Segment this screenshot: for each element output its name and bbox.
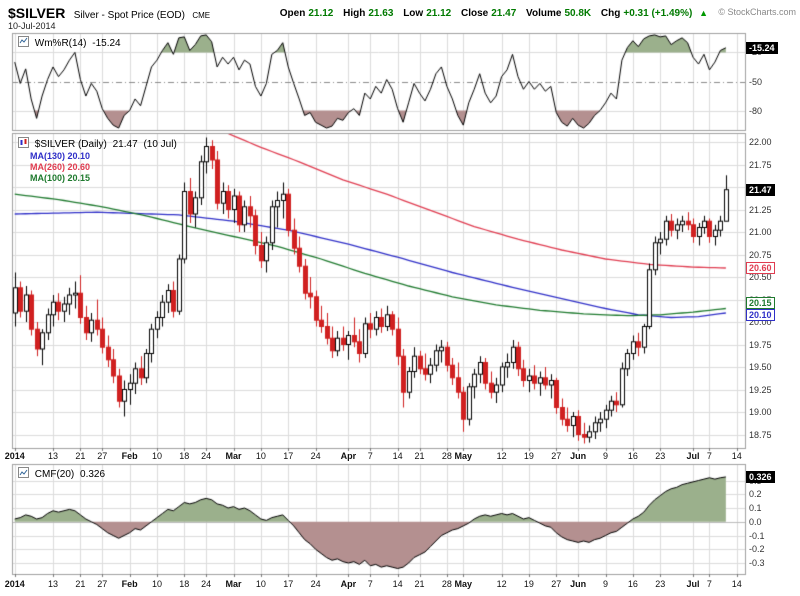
chart-date: 10-Jul-2014 (8, 21, 56, 31)
ma100-value: 20.15 (67, 173, 91, 183)
high-value: 21.63 (368, 8, 394, 19)
price-panel-chart-icon (18, 137, 29, 148)
ma130-legend: MA(130) 20.10 (30, 151, 90, 161)
high-label: High (343, 8, 366, 19)
chg-value: +0.31 (+1.49%) (623, 8, 693, 19)
price-panel (12, 133, 745, 448)
open-value: 21.12 (308, 8, 334, 19)
chg-label: Chg (600, 8, 621, 19)
close-label: Close (461, 8, 489, 19)
cmf-last-value: 0.326 (80, 469, 106, 480)
symbol: $SILVER (8, 5, 66, 21)
wmr-panel-chart-icon (18, 36, 29, 47)
cmf-panel-chart-icon (18, 467, 29, 478)
low-label: Low (403, 8, 424, 19)
volume-label: Volume (526, 8, 562, 19)
wmr-last-value: -15.24 (92, 38, 121, 49)
wmr-title: Wm%R(14) (34, 38, 87, 49)
wmr-legend: Wm%R(14) -15.24 (18, 36, 121, 49)
price-legend: $SILVER (Daily) 21.47 (10 Jul) (18, 137, 177, 150)
chg-up-arrow-icon: ▲ (699, 8, 708, 18)
price-last-date: (10 Jul) (143, 139, 177, 150)
copyright: © StockCharts.com (718, 7, 796, 17)
ma130-value: 20.10 (67, 151, 91, 161)
price-title: $SILVER (Daily) (34, 139, 107, 150)
low-value: 21.12 (426, 8, 452, 19)
open-label: Open (279, 8, 306, 19)
cmf-legend: CMF(20) 0.326 (18, 467, 105, 480)
ma260-label: MA(260) (30, 162, 66, 172)
close-value: 21.47 (491, 8, 517, 19)
ma260-legend: MA(260) 20.60 (30, 162, 90, 172)
ma100-legend: MA(100) 20.15 (30, 173, 90, 183)
ma130-label: MA(130) (30, 151, 66, 161)
exchange-label: CME (192, 11, 211, 20)
chart-header: $SILVER Silver - Spot Price (EOD) CME (8, 5, 210, 23)
cmf-title: CMF(20) (34, 469, 75, 480)
volume-value: 50.8K (564, 8, 592, 19)
price-last-value: 21.47 (112, 139, 138, 150)
ma100-label: MA(100) (30, 173, 66, 183)
symbol-description: Silver - Spot Price (EOD) (73, 10, 185, 21)
quote-summary: Open 21.12 High 21.63 Low 21.12 Close 21.47 … (273, 8, 708, 19)
ma260-value: 20.60 (67, 162, 91, 172)
cmf-panel (12, 464, 745, 574)
williams-r-panel (12, 33, 745, 130)
